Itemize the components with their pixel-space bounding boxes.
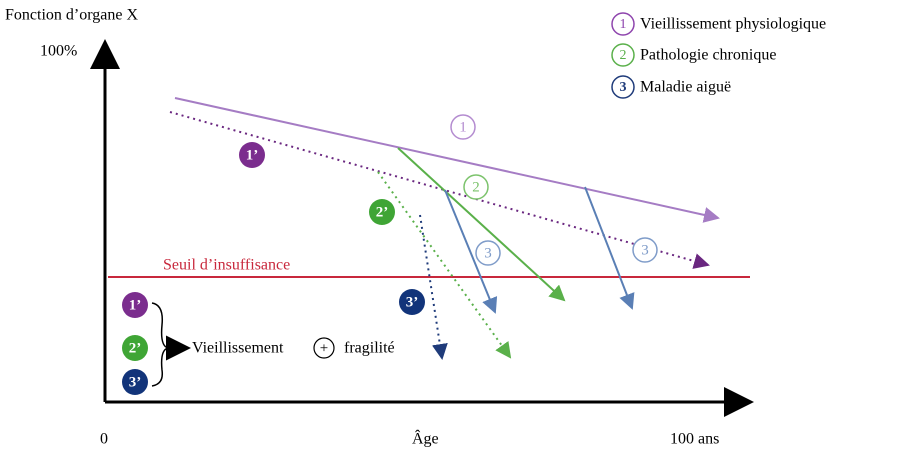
marker-label: 3’: [129, 374, 142, 390]
marker-label: 1’: [246, 147, 259, 163]
legend-circle: [611, 75, 635, 99]
marker-label: 3: [641, 242, 649, 258]
legend-number: 2: [620, 48, 627, 63]
marker-label: 2’: [376, 204, 389, 220]
marker-label: 1’: [129, 297, 142, 313]
marker: [399, 289, 425, 315]
summary: 1’ 2’ 3’ Vieillissement + fragilité: [122, 292, 395, 395]
axes: Fonction d’organe X 100% 0 Âge 100 ans: [5, 7, 754, 448]
threshold-label: Seuil d’insuffisance: [163, 257, 290, 274]
brace: [151, 302, 169, 387]
legend-number: 1: [620, 17, 627, 32]
summary-text: fragilité: [344, 340, 395, 357]
marker: [369, 199, 395, 225]
acute-line: [444, 189, 498, 314]
marker: [463, 174, 489, 200]
legend-circle: [611, 12, 635, 36]
marker: [475, 240, 501, 266]
marker: [239, 142, 265, 168]
plus-circle: [313, 337, 335, 359]
legend-label: Pathologie chronique: [640, 47, 776, 64]
x-label: Âge: [412, 429, 439, 448]
legend: 1 Vieillissement physiologique 2 Patholo…: [611, 12, 826, 99]
plus: +: [320, 340, 328, 356]
summary-text: Vieillissement: [192, 340, 284, 357]
marker-label: 2: [472, 179, 480, 195]
marker: [450, 114, 476, 140]
aging-line: [174, 97, 720, 223]
legend-number: 3: [620, 80, 627, 95]
markers: 1 2 3 3 1’ 2’ 3’: [239, 114, 658, 315]
marker: [122, 369, 148, 395]
marker: [122, 292, 148, 318]
frail-acute-line: [419, 214, 448, 360]
marker-label: 2’: [129, 340, 142, 356]
marker: [632, 237, 658, 263]
marker-label: 3’: [406, 294, 419, 310]
y-label: Fonction d’organe X: [5, 7, 138, 24]
y-top: 100%: [40, 43, 77, 60]
frail-chronic-line: [377, 171, 512, 359]
legend-label: Maladie aiguë: [640, 79, 731, 96]
marker: [122, 335, 148, 361]
marker-label: 1: [459, 119, 467, 135]
acute-line: [584, 186, 635, 310]
legend-label: Vieillissement physiologique: [640, 16, 826, 33]
legend-circle: [611, 43, 635, 67]
x-origin: 0: [100, 431, 108, 448]
marker-label: 3: [484, 245, 492, 261]
chronic-line: [397, 147, 566, 302]
frail-aging-line: [169, 111, 710, 269]
curves: [169, 97, 720, 360]
x-end: 100 ans: [670, 431, 719, 448]
